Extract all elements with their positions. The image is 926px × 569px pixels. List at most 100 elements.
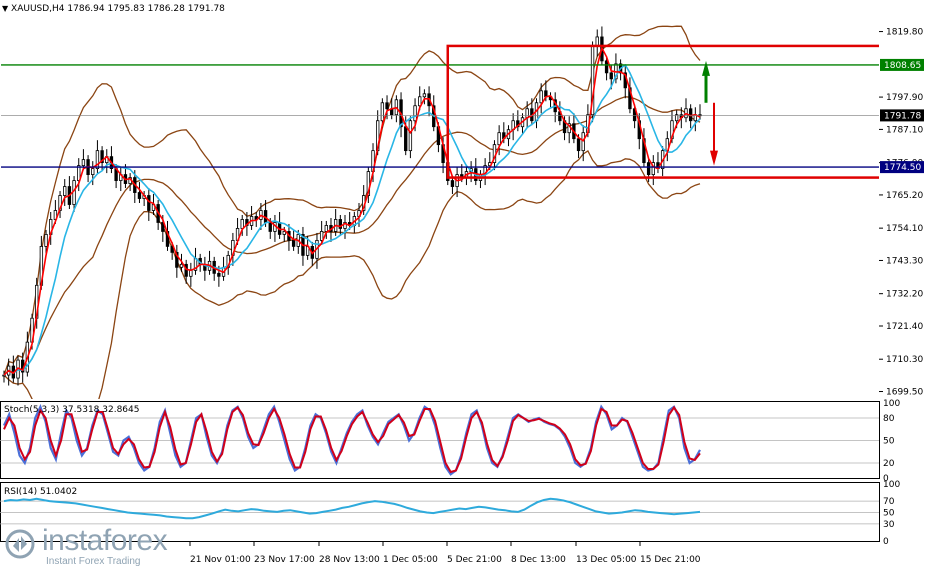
price-tick-label: 1765.20 [886, 191, 923, 201]
logo-mark-icon [5, 529, 35, 559]
candle-body [422, 93, 427, 98]
time-tick-label: 5 Dec 21:00 [447, 555, 502, 565]
rsi-frame [0, 482, 880, 542]
candle-body [450, 180, 455, 187]
candle-body [137, 192, 142, 199]
candle-body [418, 96, 422, 107]
rsi-panel [0, 482, 880, 542]
candle-body [217, 272, 221, 277]
price-tick-label: 1754.10 [886, 224, 923, 234]
series-rsi [3, 497, 701, 520]
osc-tick-label: 70 [883, 497, 895, 507]
candle-body [44, 234, 48, 247]
candle-body [343, 222, 347, 229]
bollinger-lower [3, 149, 701, 399]
candle-body [674, 114, 679, 122]
price-tick-label: 1787.10 [886, 125, 923, 135]
price-tick-label: 1710.30 [886, 355, 923, 365]
candle-body [77, 165, 81, 181]
candle-body [268, 222, 272, 232]
series-signal [3, 405, 701, 474]
time-tick-label: 28 Nov 13:00 [319, 555, 380, 565]
stoch-frame [0, 401, 880, 479]
candle-body [404, 126, 408, 152]
price-frame [1, 1, 879, 399]
arrow-down-icon [710, 150, 718, 166]
logo-name: instaforex [42, 524, 168, 557]
price-tick-label: 1797.90 [886, 93, 923, 103]
header-close: 1791.78 [187, 4, 225, 14]
price-tick-label: 1819.80 [886, 28, 923, 38]
bollinger-middle [3, 96, 701, 376]
candle-body [100, 150, 104, 164]
price-tag-label-resistance: 1808.65 [884, 61, 921, 71]
candle-body [179, 263, 184, 268]
candle-body [170, 245, 174, 253]
candle-body [189, 269, 193, 277]
price-tick-label: 1732.20 [886, 290, 923, 300]
candle-body [240, 219, 244, 229]
header-open: 1786.94 [67, 4, 105, 14]
candle-body [291, 240, 296, 247]
range-box [446, 44, 879, 179]
candle-body [581, 132, 585, 152]
candle-body [81, 159, 86, 167]
osc-tick-label: 80 [883, 414, 895, 424]
time-tick-label: 23 Nov 17:00 [254, 555, 315, 565]
candle-body [161, 222, 165, 232]
osc-tick-label: 30 [883, 520, 895, 530]
time-tick-label: 15 Dec 21:00 [640, 555, 701, 565]
candle-body [651, 162, 655, 175]
candle-body [576, 138, 581, 152]
candle-body [63, 186, 67, 196]
candle-body [147, 195, 151, 211]
price-tick-label: 1699.50 [886, 388, 923, 398]
candle-body [539, 90, 543, 104]
ma-fast-line [3, 45, 701, 376]
osc-tick-label: 0 [883, 474, 889, 484]
stochastic-panel [0, 401, 880, 479]
candle-body [380, 102, 385, 122]
candle-body [385, 102, 389, 110]
bollinger-upper [3, 25, 701, 376]
candle-body [91, 168, 95, 175]
osc-tick-label: 20 [883, 459, 895, 469]
osc-tick-label: 50 [883, 437, 895, 447]
price-tag-current [880, 109, 924, 122]
osc-tick-label: 100 [883, 399, 900, 409]
time-tick-label: 21 Nov 01:00 [190, 555, 251, 565]
candle-body [413, 105, 417, 122]
candle-body [595, 36, 599, 47]
price-tag-label-support: 1774.50 [884, 163, 921, 173]
header-symbol: XAUUSD,H4 [11, 4, 65, 14]
time-axis: 21 Nov 01:00 23 Nov 17:00 28 Nov 13:00 1 De… [189, 542, 701, 565]
candle-body [175, 251, 179, 268]
candle-body [525, 108, 529, 119]
rsi-label: RSI(14) 51.0402 [4, 487, 78, 497]
candle-body [604, 60, 609, 74]
arrow-up-icon [702, 60, 710, 76]
candle-body [95, 150, 100, 170]
header-low: 1786.28 [147, 4, 185, 14]
header-ohlc: ▼ XAUUSD,H4 1786.94 1795.83 1786.28 1791… [2, 3, 225, 15]
candle-body [408, 120, 413, 152]
osc-tick-label: 50 [883, 509, 895, 519]
candle-body [184, 263, 188, 277]
header-high: 1795.83 [107, 4, 145, 14]
price-tick-label: 1721.40 [886, 322, 923, 332]
price-tag-label-current: 1791.78 [884, 111, 921, 121]
price-tag-support [880, 161, 924, 174]
candle-body [282, 231, 286, 235]
candle-body [646, 162, 651, 175]
osc-tick-label: 100 [883, 480, 900, 490]
candle-body [609, 72, 613, 80]
time-tick-label: 1 Dec 05:00 [383, 555, 438, 565]
time-tick-label: 13 Dec 05:00 [576, 555, 637, 565]
candle-body [319, 231, 324, 241]
stoch-label: Stoch(5,3,3) 37.5318 32.8645 [4, 405, 140, 415]
osc-tick-label: 0 [883, 537, 889, 547]
header-triangle-icon: ▼ [2, 4, 9, 13]
price-tag-resistance [880, 58, 924, 71]
candle-body [338, 219, 342, 229]
